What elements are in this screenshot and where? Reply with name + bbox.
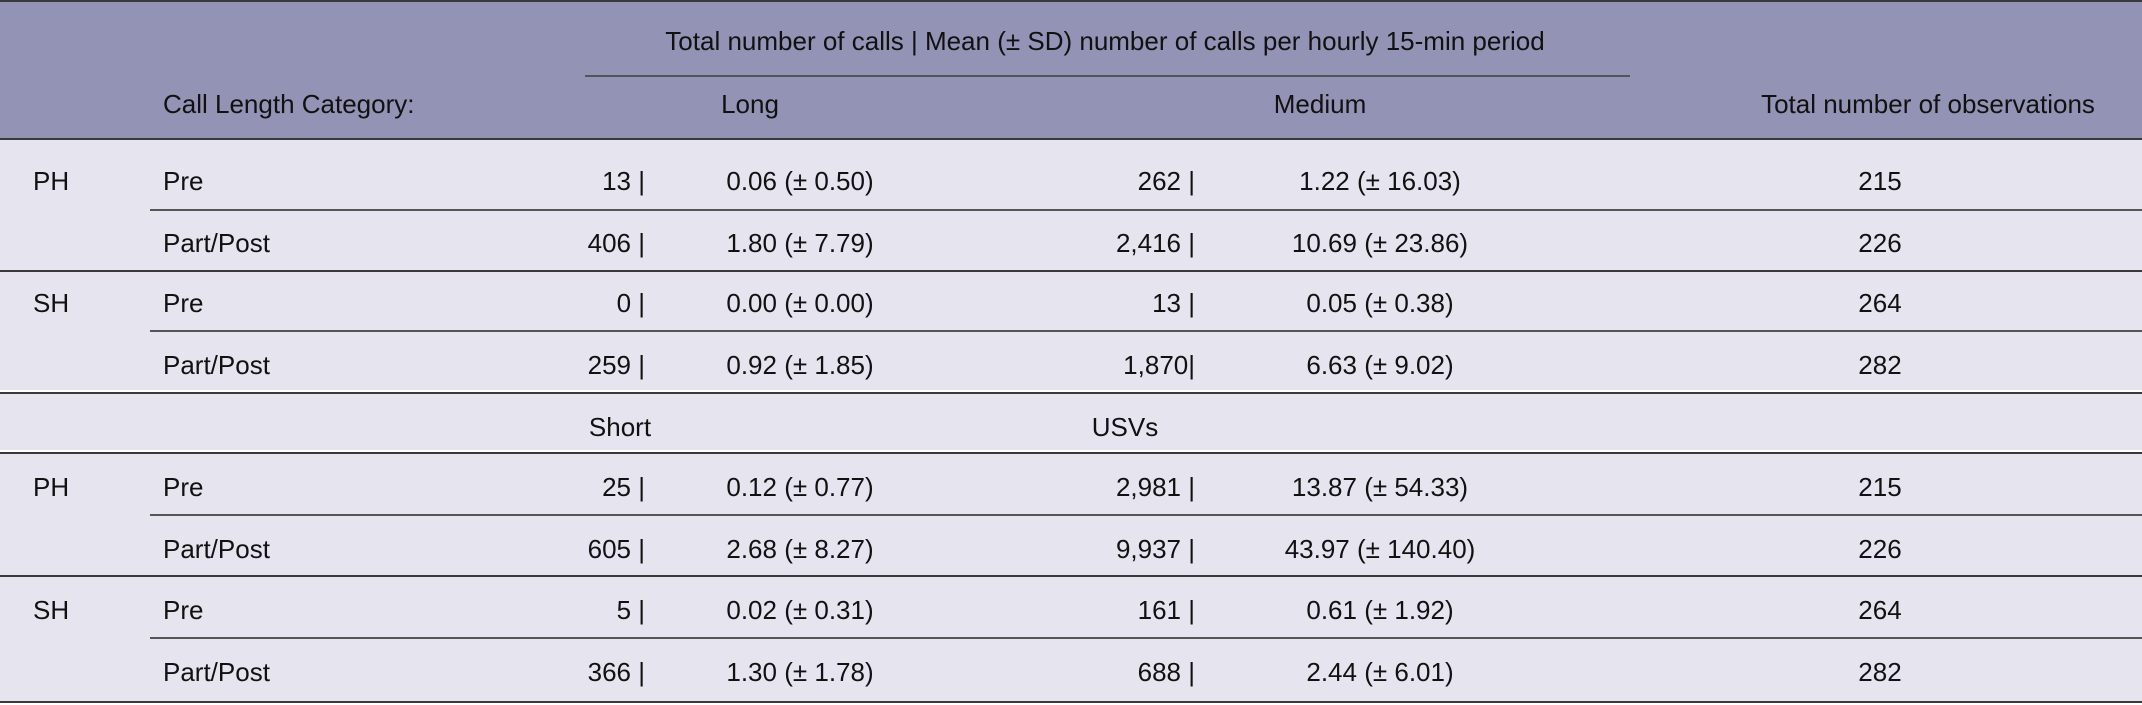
row-group: PH [33, 472, 70, 502]
section1-bottom-rule [0, 392, 2142, 394]
long-total: 259 | [587, 350, 645, 380]
header-band [0, 2, 2142, 138]
medium-total: 2,416 | [1115, 228, 1195, 258]
short-total: 5 | [616, 595, 645, 625]
span-underline [585, 75, 1630, 77]
header-col-total: Total number of observations [1761, 89, 2095, 119]
short-total: 25 | [602, 472, 645, 502]
medium-mean: 6.63 (± 9.02) [1306, 350, 1454, 380]
row-period: Part/Post [163, 228, 270, 258]
header-col-short: Short [588, 412, 652, 442]
short-mean: 0.02 (± 0.31) [726, 595, 874, 625]
row-group: SH [33, 288, 70, 318]
usvs-mean: 0.61 (± 1.92) [1306, 595, 1454, 625]
top-rule [0, 0, 2142, 2]
long-mean: 0.06 (± 0.50) [726, 166, 874, 196]
sh2-band [0, 577, 2142, 701]
observations: 226 [1858, 534, 1902, 564]
medium-mean: 10.69 (± 23.86) [1291, 228, 1469, 258]
row-period: Pre [163, 166, 204, 196]
usvs-mean: 43.97 (± 140.40) [1284, 534, 1476, 564]
observations: 282 [1858, 657, 1902, 687]
row-period: Pre [163, 472, 204, 502]
usvs-total: 161 | [1137, 595, 1195, 625]
header-col-medium: Medium [1273, 89, 1367, 119]
ph-inner-rule [150, 209, 2142, 211]
medium-mean: 1.22 (± 16.03) [1299, 166, 1461, 196]
row-period: Part/Post [163, 534, 270, 564]
header-span-title: Total number of calls | Mean (± SD) numb… [665, 26, 1545, 56]
observations: 264 [1858, 595, 1902, 625]
ph2-inner-rule [150, 514, 2142, 516]
observations: 264 [1858, 288, 1902, 318]
short-total: 366 | [587, 657, 645, 687]
sh2-inner-rule [150, 637, 2142, 639]
long-total: 0 | [616, 288, 645, 318]
sh-inner-rule [150, 330, 2142, 332]
section2-header-band [0, 394, 2142, 450]
medium-total: 13 | [1152, 288, 1195, 318]
row-group: SH [33, 595, 70, 625]
row-period: Part/Post [163, 657, 270, 687]
long-total: 13 | [602, 166, 645, 196]
usvs-mean: 2.44 (± 6.01) [1306, 657, 1454, 687]
short-total: 605 | [587, 534, 645, 564]
short-mean: 1.30 (± 1.78) [726, 657, 874, 687]
long-total: 406 | [587, 228, 645, 258]
observations: 215 [1858, 472, 1902, 502]
long-mean: 0.00 (± 0.00) [726, 288, 874, 318]
row-period: Pre [163, 288, 204, 318]
bottom-rule [0, 701, 2142, 703]
observations: 215 [1858, 166, 1902, 196]
medium-total: 1,870| [1123, 350, 1195, 380]
short-mean: 0.12 (± 0.77) [726, 472, 874, 502]
row-period: Pre [163, 595, 204, 625]
usvs-total: 2,981 | [1115, 472, 1195, 502]
header-col-long: Long [721, 89, 779, 119]
ph-sh-rule [0, 270, 2142, 272]
header-row-label: Call Length Category: [163, 89, 415, 119]
ph2-band [0, 454, 2142, 580]
long-mean: 0.92 (± 1.85) [726, 350, 874, 380]
usvs-mean: 13.87 (± 54.33) [1291, 472, 1469, 502]
usvs-total: 9,937 | [1115, 534, 1195, 564]
row-group: PH [33, 166, 70, 196]
header-bottom-rule [0, 138, 2142, 140]
medium-mean: 0.05 (± 0.38) [1306, 288, 1454, 318]
usvs-total: 688 | [1137, 657, 1195, 687]
medium-total: 262 | [1137, 166, 1195, 196]
ph2-sh2-rule [0, 575, 2142, 577]
observations: 226 [1858, 228, 1902, 258]
long-mean: 1.80 (± 7.79) [726, 228, 874, 258]
header-col-usvs: USVs [1091, 412, 1159, 442]
short-mean: 2.68 (± 8.27) [726, 534, 874, 564]
row-period: Part/Post [163, 350, 270, 380]
section2-header-rule [0, 452, 2142, 454]
observations: 282 [1858, 350, 1902, 380]
